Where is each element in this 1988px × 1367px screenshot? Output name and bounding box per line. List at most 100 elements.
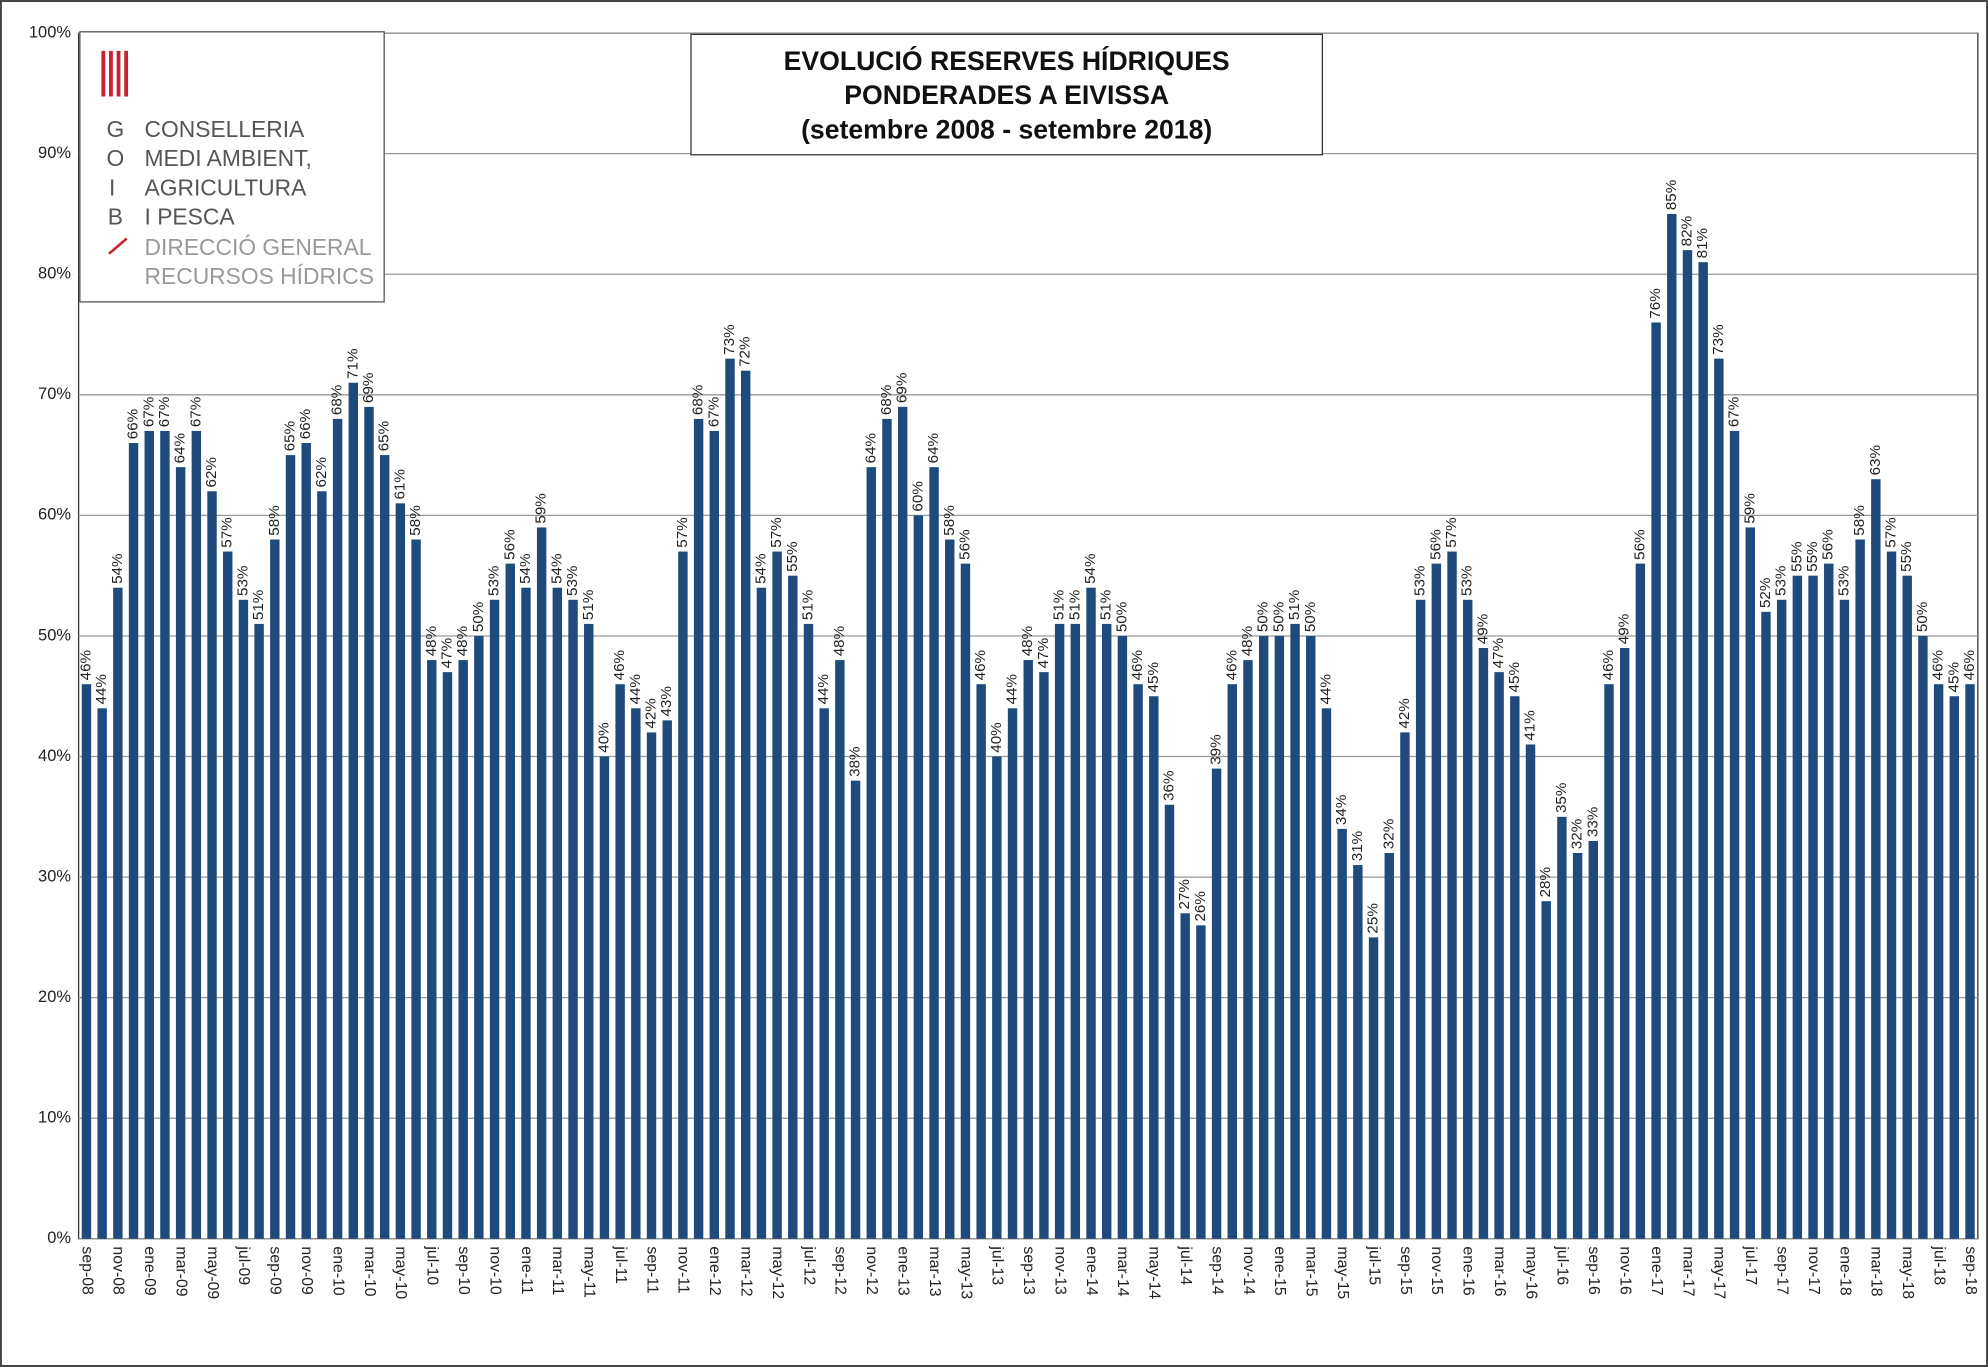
x-tick-label: mar-17 (1679, 1246, 1696, 1296)
value-label: 50% (1914, 602, 1931, 632)
bar (458, 660, 468, 1239)
value-label: 59% (1741, 493, 1758, 523)
x-tick-label: mar-18 (1868, 1246, 1885, 1296)
value-label: 26% (1192, 891, 1209, 921)
value-label: 56% (1631, 529, 1648, 559)
bar (1086, 587, 1096, 1239)
bar (1023, 660, 1033, 1239)
value-label: 56% (1820, 529, 1837, 559)
value-label: 69% (360, 373, 377, 403)
bar (897, 406, 908, 1239)
x-tick-label: nov-09 (298, 1246, 315, 1295)
value-label: 51% (1286, 590, 1303, 620)
x-tick-label: sep-12 (832, 1246, 849, 1294)
bar (850, 780, 861, 1239)
x-tick-label: nov-10 (486, 1246, 503, 1295)
x-tick-label: mar-14 (1114, 1246, 1131, 1296)
bar (1258, 635, 1269, 1239)
value-label: 25% (1365, 903, 1382, 933)
y-tick-label: 20% (38, 988, 71, 1006)
value-label: 68% (878, 385, 895, 415)
value-label: 67% (705, 397, 722, 427)
bar (1918, 635, 1928, 1239)
value-label: 50% (470, 602, 487, 632)
value-label: 50% (1255, 602, 1272, 632)
x-tick-label: sep-14 (1208, 1246, 1225, 1295)
logo-line: AGRICULTURA (145, 174, 308, 200)
value-label: 82% (1678, 216, 1695, 246)
value-label: 58% (941, 505, 958, 535)
x-tick-label: ene-11 (518, 1246, 535, 1294)
bar (584, 623, 594, 1239)
bar (223, 551, 233, 1239)
bar (1824, 563, 1834, 1239)
logo-subline: RECURSOS HÍDRICS (145, 263, 374, 289)
value-label: 66% (297, 409, 314, 439)
logo-letter: B (108, 204, 123, 230)
chart-title: EVOLUCIÓ RESERVES HÍDRIQUES (784, 46, 1230, 76)
value-label: 49% (1474, 614, 1491, 644)
x-tick-label: may-10 (392, 1246, 409, 1299)
x-tick-label: jul-16 (1554, 1245, 1571, 1285)
bar (866, 467, 876, 1239)
value-label: 44% (1317, 674, 1334, 704)
bar (1400, 732, 1410, 1239)
value-label: 39% (1208, 734, 1225, 764)
value-label: 36% (1161, 771, 1178, 801)
value-label: 81% (1694, 228, 1711, 258)
x-tick-label: jul-11 (612, 1245, 629, 1284)
bar (1698, 262, 1708, 1239)
bar (615, 684, 625, 1239)
value-label: 62% (313, 457, 330, 487)
y-tick-label: 0% (47, 1229, 71, 1247)
value-label: 85% (1663, 180, 1680, 210)
bar (1667, 213, 1677, 1239)
x-tick-label: mar-15 (1303, 1246, 1320, 1296)
x-tick-label: nov-14 (1240, 1246, 1257, 1295)
x-tick-label: may-18 (1899, 1246, 1916, 1299)
value-label: 57% (674, 517, 691, 547)
bar (1510, 696, 1520, 1239)
x-tick-label: ene-13 (894, 1246, 911, 1295)
bar (144, 430, 154, 1239)
value-label: 54% (548, 553, 565, 583)
bar (568, 599, 578, 1239)
x-tick-label: jul-18 (1930, 1245, 1947, 1285)
x-tick-label: mar-10 (361, 1246, 378, 1296)
bar (505, 563, 515, 1239)
x-tick-label: jul-12 (800, 1245, 817, 1285)
x-tick-label: sep-11 (643, 1246, 660, 1293)
y-tick-label: 70% (38, 385, 71, 403)
bar (1965, 684, 1975, 1239)
bar (819, 708, 829, 1239)
value-label: 32% (1380, 819, 1397, 849)
value-label: 32% (1569, 819, 1586, 849)
bar (992, 756, 1002, 1239)
bar (1243, 660, 1253, 1239)
value-label: 64% (925, 433, 942, 463)
value-label: 57% (219, 517, 236, 547)
bar (113, 587, 123, 1239)
value-label: 59% (533, 493, 550, 523)
x-tick-label: may-13 (957, 1246, 974, 1299)
bar (254, 623, 264, 1239)
bar (379, 455, 390, 1239)
bar (411, 539, 421, 1239)
y-tick-label: 10% (38, 1109, 71, 1127)
bar (1463, 599, 1473, 1239)
value-label: 54% (109, 553, 126, 583)
bar (1541, 901, 1551, 1239)
bar (1196, 925, 1206, 1239)
bar (631, 708, 641, 1239)
bar (1588, 840, 1599, 1239)
bar (1070, 623, 1081, 1239)
bar (1039, 672, 1049, 1239)
x-tick-label: sep-16 (1585, 1246, 1602, 1295)
bar (1902, 575, 1912, 1239)
bar (1054, 623, 1065, 1239)
value-label: 62% (203, 457, 220, 487)
value-label: 38% (847, 746, 864, 776)
value-label: 46% (77, 650, 94, 680)
value-label: 48% (454, 626, 471, 656)
value-label: 46% (1223, 650, 1240, 680)
